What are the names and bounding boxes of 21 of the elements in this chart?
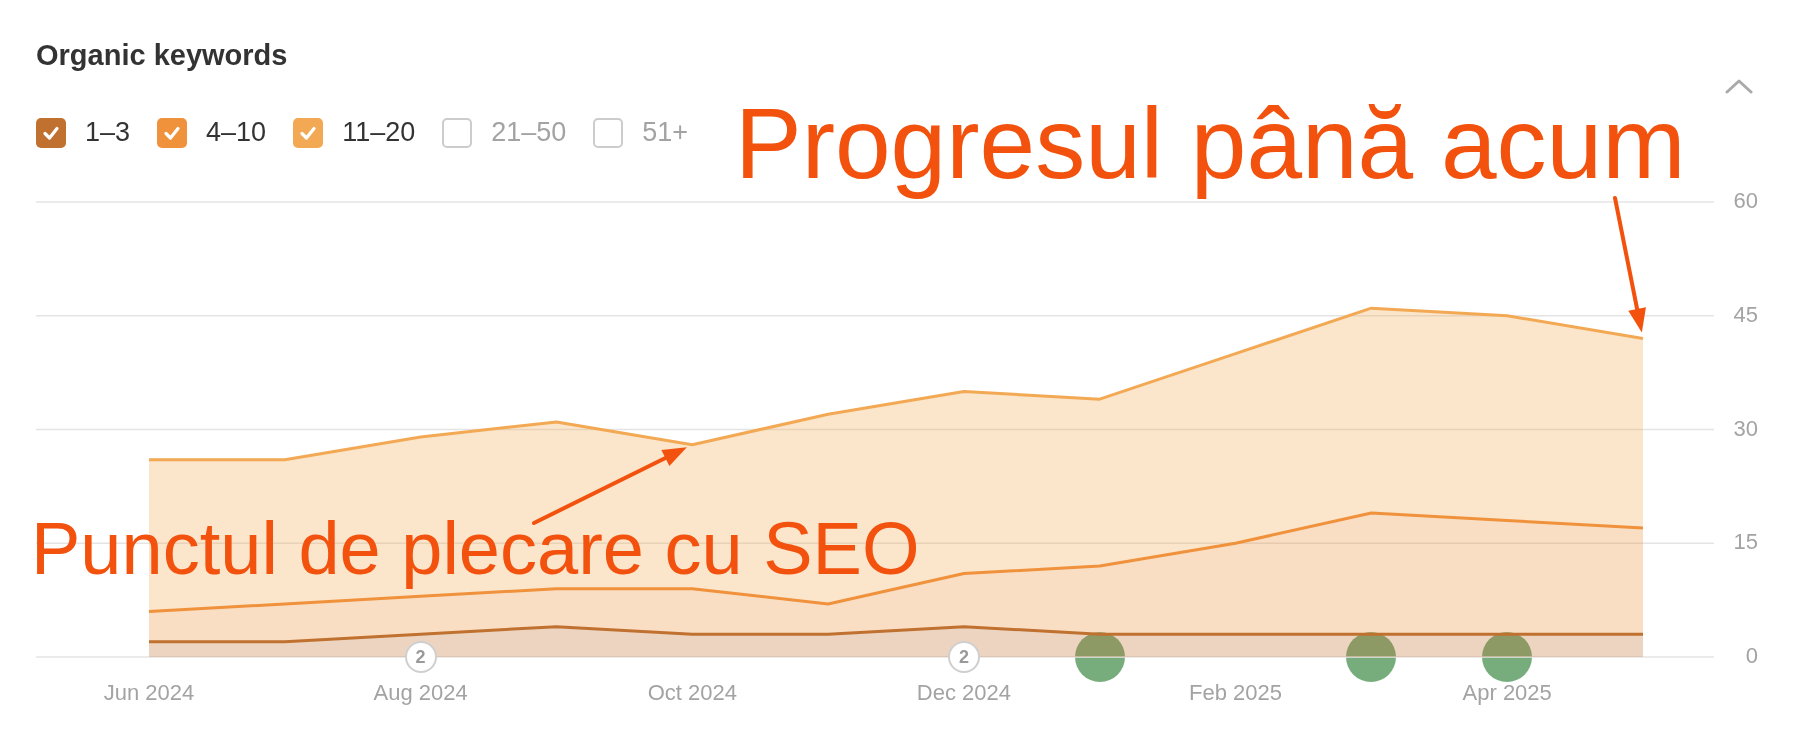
- badge: 2: [947, 641, 980, 673]
- y-tick-label: 15: [1733, 529, 1758, 555]
- legend-label: 51+: [642, 116, 689, 148]
- text: Progresul până acum: [735, 87, 1686, 200]
- chart-title: Organic keywords: [36, 38, 288, 73]
- x-tick-label: Oct 2024: [647, 680, 737, 706]
- y-tick-label: 30: [1733, 415, 1758, 441]
- x-tick-label: Jun 2024: [103, 680, 195, 706]
- annotation: Punctul de plecare cu SEO: [31, 507, 920, 591]
- legend-label: 4–10: [206, 116, 267, 148]
- y-tick-label: 60: [1733, 188, 1758, 214]
- legend-label: 1–3: [85, 116, 131, 148]
- x-tick-label: Aug 2024: [373, 680, 468, 706]
- y-tick-label: 0: [1745, 643, 1758, 669]
- y-tick-label: 45: [1733, 301, 1758, 327]
- x-tick-label: Dec 2024: [916, 680, 1011, 706]
- legend-label: 11–20: [342, 116, 416, 148]
- badge: 2: [404, 641, 437, 673]
- legend-label: 21–50: [491, 116, 567, 148]
- x-tick-label: Feb 2025: [1189, 680, 1283, 706]
- x-tick-label: Apr 2025: [1462, 680, 1552, 706]
